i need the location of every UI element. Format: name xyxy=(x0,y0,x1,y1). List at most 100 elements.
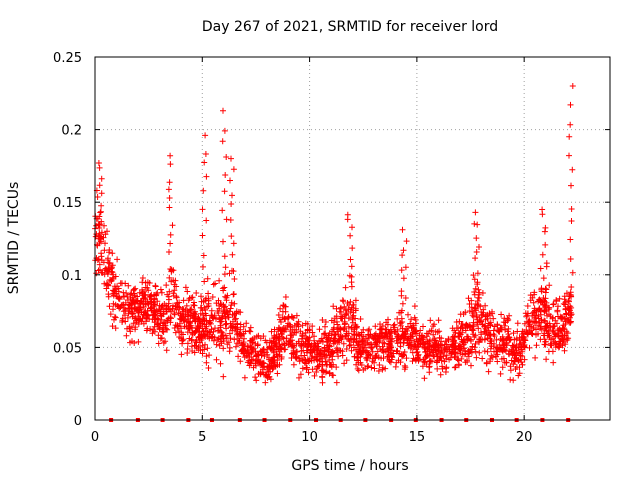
data-point xyxy=(475,291,482,298)
data-point xyxy=(202,341,208,348)
data-point xyxy=(212,280,219,287)
data-point xyxy=(163,308,170,315)
data-point xyxy=(99,269,106,276)
data-point xyxy=(115,295,122,302)
data-point xyxy=(377,335,384,342)
data-point xyxy=(339,297,346,304)
data-point xyxy=(315,363,322,370)
data-point xyxy=(296,358,303,365)
data-point xyxy=(229,324,236,331)
data-point xyxy=(391,321,398,328)
data-point xyxy=(348,263,355,270)
y-tick-label: 0.1 xyxy=(61,269,82,284)
data-point xyxy=(97,209,104,216)
data-point xyxy=(319,317,326,323)
data-point xyxy=(276,351,283,358)
data-point xyxy=(408,344,415,351)
data-point xyxy=(474,281,481,288)
data-point xyxy=(192,313,199,320)
data-point xyxy=(220,373,227,380)
data-point xyxy=(530,318,537,325)
data-point xyxy=(377,321,383,328)
data-point xyxy=(207,320,214,327)
data-point xyxy=(283,335,290,342)
data-point xyxy=(531,308,538,315)
data-point xyxy=(563,290,570,297)
data-point xyxy=(482,313,489,319)
data-point xyxy=(412,316,419,323)
data-point xyxy=(364,339,371,346)
data-point xyxy=(228,201,235,207)
data-point xyxy=(343,357,350,364)
data-point xyxy=(223,154,230,160)
data-point xyxy=(302,320,309,327)
data-point xyxy=(545,348,552,355)
data-point xyxy=(200,187,207,194)
x-tick-label: 10 xyxy=(301,430,318,445)
data-point xyxy=(348,279,355,286)
data-point xyxy=(98,250,105,257)
data-point xyxy=(567,319,574,326)
data-point xyxy=(508,357,515,364)
data-point xyxy=(473,249,480,255)
data-point xyxy=(146,280,153,286)
data-point xyxy=(487,336,494,342)
data-point xyxy=(561,296,568,303)
chart-title: Day 267 of 2021, SRMTID for receiver lor… xyxy=(202,19,498,35)
data-point xyxy=(567,312,574,319)
data-point xyxy=(519,361,526,368)
data-point xyxy=(95,160,102,166)
data-point xyxy=(168,278,175,285)
data-point xyxy=(533,331,539,338)
data-point xyxy=(400,332,407,339)
data-point xyxy=(219,207,226,214)
data-point xyxy=(515,357,522,364)
data-point xyxy=(481,323,488,330)
data-point xyxy=(465,350,472,357)
data-point xyxy=(542,307,549,314)
data-point xyxy=(112,273,119,280)
data-point xyxy=(163,325,169,332)
data-point xyxy=(215,335,222,342)
data-point xyxy=(368,364,375,371)
data-point xyxy=(566,152,572,159)
data-point xyxy=(228,302,235,309)
data-point xyxy=(379,343,386,350)
data-point xyxy=(136,306,143,313)
data-point xyxy=(282,316,289,323)
data-point xyxy=(491,333,498,339)
data-point xyxy=(309,329,316,336)
data-point xyxy=(428,358,435,365)
data-point xyxy=(283,326,290,333)
data-point xyxy=(117,280,124,287)
data-point xyxy=(400,339,407,346)
data-point xyxy=(441,345,448,352)
data-point xyxy=(278,330,285,337)
data-point xyxy=(298,335,305,342)
data-point xyxy=(430,331,437,338)
data-point xyxy=(387,326,394,333)
data-point xyxy=(309,366,316,373)
data-point xyxy=(96,261,103,268)
x-axis-ticks: 0 5 10 15 20 xyxy=(91,57,532,445)
data-point xyxy=(524,312,531,319)
data-point xyxy=(437,371,444,378)
data-point xyxy=(369,344,375,351)
data-point xyxy=(193,343,199,349)
data-point xyxy=(491,323,498,330)
data-point xyxy=(203,353,210,360)
data-point xyxy=(319,379,326,386)
data-point xyxy=(401,349,408,355)
data-point xyxy=(408,316,415,323)
data-point xyxy=(164,317,170,324)
data-point xyxy=(507,376,514,383)
data-point xyxy=(372,323,379,330)
data-point xyxy=(109,250,116,257)
data-point xyxy=(474,270,481,277)
data-point xyxy=(148,304,155,311)
data-point xyxy=(472,285,479,292)
data-point xyxy=(506,312,513,319)
data-point xyxy=(387,359,394,366)
data-point xyxy=(129,311,136,318)
data-point xyxy=(220,338,227,344)
